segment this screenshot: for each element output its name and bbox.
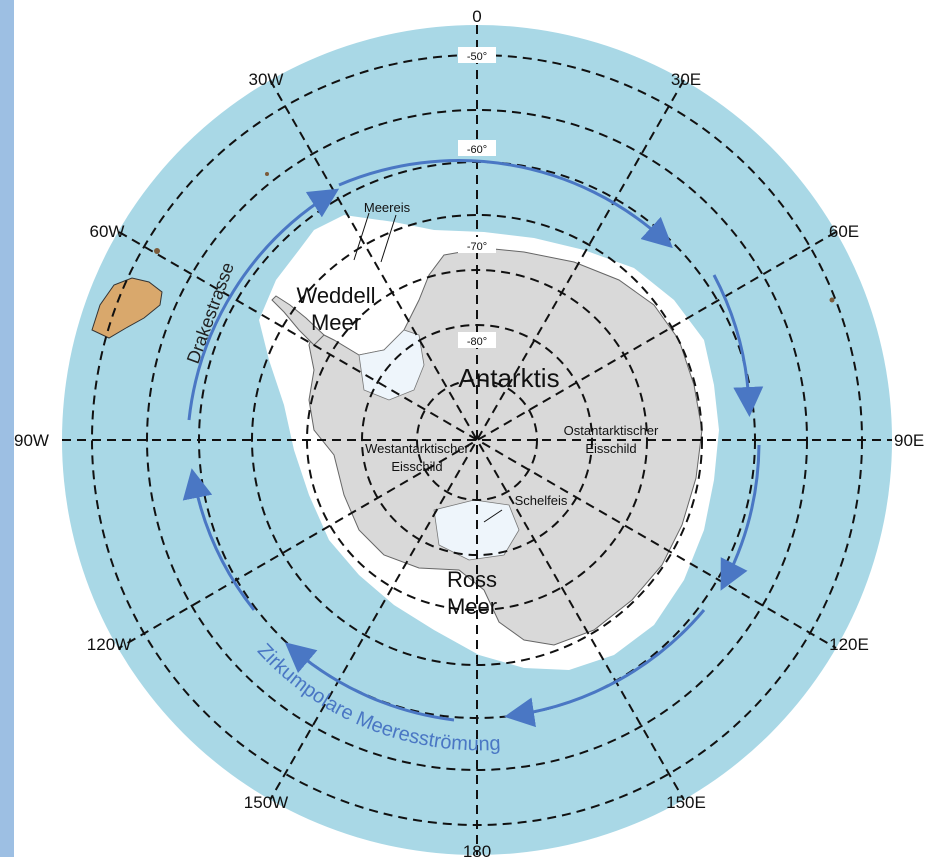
circumpolar-current	[182, 159, 764, 728]
lon-label-30e: 30E	[671, 70, 701, 89]
sea-ice-label: Meereis	[364, 200, 411, 215]
lat-label-70: -70°	[467, 241, 487, 253]
lat-label-bg	[458, 47, 496, 63]
east-ice-sheet-label-line1: Ostantarktischer	[564, 423, 659, 438]
weddell-sea-label-line1: Weddell	[296, 283, 375, 308]
lon-label-150e: 150E	[666, 793, 706, 812]
lat-label-60: -60°	[467, 144, 487, 156]
lat-label-50: -50°	[467, 51, 487, 63]
lon-label-30w: 30W	[249, 70, 284, 89]
lat-label-bg	[458, 332, 496, 348]
east-ice-sheet-label-line2: Eisschild	[585, 441, 636, 456]
west-ice-sheet-label-line2: Eisschild	[391, 459, 442, 474]
lon-label-60e: 60E	[829, 222, 859, 241]
lon-label-120w: 120W	[87, 635, 131, 654]
lat-label-bg	[458, 237, 496, 253]
lon-label-90w: 90W	[14, 431, 49, 450]
ross-sea-label-line1: Ross	[447, 567, 497, 592]
island	[154, 248, 160, 254]
lon-label-0: 0	[472, 7, 481, 26]
map-frame: 0 30E 60E 90E 120E 150E 180 150W 120W 90…	[14, 0, 928, 857]
lon-label-90e: 90E	[894, 431, 924, 450]
lon-label-60w: 60W	[90, 222, 125, 241]
island	[265, 172, 269, 176]
lon-label-180: 180	[463, 842, 491, 857]
lon-label-150w: 150W	[244, 793, 288, 812]
west-ice-sheet-label-line1: Westantarktischer	[365, 441, 469, 456]
lon-label-120e: 120E	[829, 635, 869, 654]
lat-label-80: -80°	[467, 336, 487, 348]
ice-shelf-label: Schelfeis	[515, 493, 568, 508]
lat-label-bg	[458, 140, 496, 156]
ross-sea-label-line2: Meer	[447, 594, 497, 619]
weddell-sea-label-line2: Meer	[311, 310, 361, 335]
antarctica-map: 0 30E 60E 90E 120E 150E 180 150W 120W 90…	[14, 7, 924, 857]
ice-shelf-pointer	[483, 509, 503, 523]
antarctic-peninsula	[271, 295, 325, 346]
island	[829, 297, 835, 303]
continent-label: Antarktis	[458, 363, 559, 393]
sea-ice-pointers	[353, 212, 397, 263]
